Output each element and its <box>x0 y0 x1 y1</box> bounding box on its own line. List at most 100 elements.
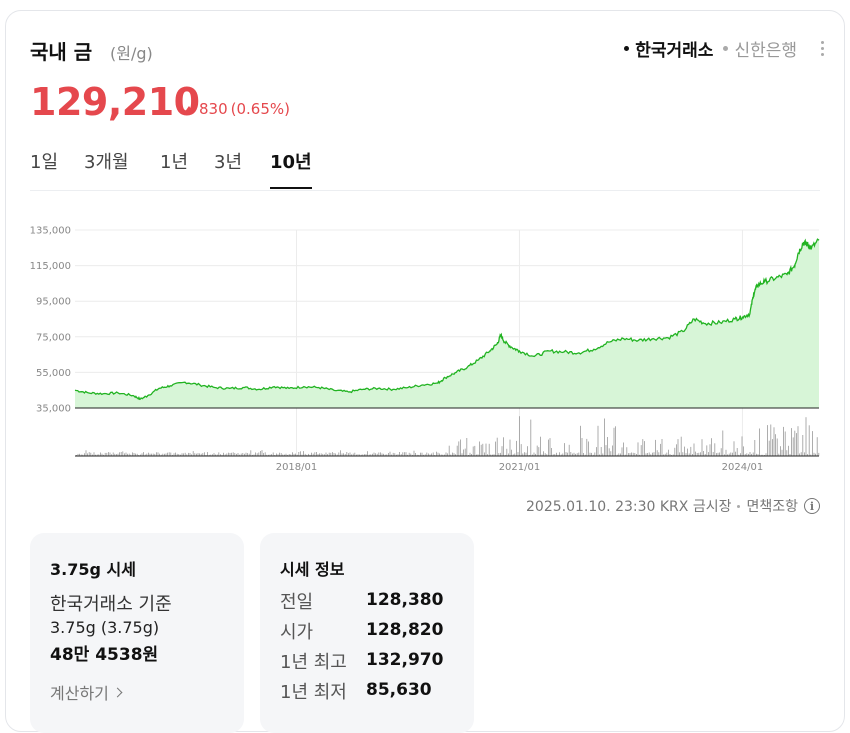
volume-bar <box>754 440 756 456</box>
volume-bar <box>455 454 456 456</box>
volume-bar <box>757 454 759 456</box>
volume-bar <box>621 447 623 456</box>
tab-10y[interactable]: 10년 <box>270 152 312 173</box>
volume-bar <box>322 453 324 456</box>
source-label: 한국거래소 <box>635 41 714 61</box>
volume-bar <box>716 453 717 456</box>
volume-bar <box>525 452 527 456</box>
volume-bar <box>332 452 333 456</box>
volume-bar <box>762 454 764 456</box>
volume-bar <box>727 454 728 456</box>
volume-bar <box>149 453 151 456</box>
volume-bar <box>252 454 253 456</box>
disclaimer-link[interactable]: 면책조항 <box>746 499 798 515</box>
tab-1d[interactable]: 1일 <box>30 152 59 173</box>
volume-bar <box>248 453 250 456</box>
price-chart[interactable]: 135,000 115,000 95,000 75,000 55,000 35,000 20… <box>0 210 850 480</box>
volume-bar <box>418 454 420 456</box>
volume-bar <box>295 453 296 456</box>
volume-bar <box>344 454 346 456</box>
y-tick-label: 35,000 <box>36 404 71 415</box>
volume-bar <box>191 454 192 456</box>
volume-bar <box>370 454 372 456</box>
volume-bar <box>293 453 295 456</box>
volume-bar <box>735 451 736 456</box>
source-krx[interactable]: 한국거래소 <box>624 36 713 61</box>
volume-bar <box>287 454 288 456</box>
tab-3m[interactable]: 3개월 <box>84 152 129 173</box>
volume-bar <box>82 454 84 456</box>
volume-bar <box>756 453 757 456</box>
volume-bar <box>167 452 168 456</box>
volume-bar <box>220 454 221 456</box>
volume-bar <box>567 452 568 456</box>
volume-bar <box>146 453 148 456</box>
volume-bar <box>773 427 775 456</box>
volume-bar <box>175 452 176 456</box>
volume-bar <box>592 454 594 456</box>
volume-bar <box>714 443 716 456</box>
volume-bar <box>719 452 720 456</box>
volume-bar <box>586 438 588 456</box>
volume-bar <box>509 439 511 456</box>
page-title: 국내 금 <box>30 40 93 64</box>
volume-bar <box>818 452 820 456</box>
volume-bar <box>282 454 284 456</box>
volume-bar <box>696 453 698 456</box>
volume-bar <box>132 452 133 456</box>
separator-dot <box>737 504 741 508</box>
volume-bar <box>748 453 749 456</box>
volume-bar <box>672 454 674 456</box>
calculate-link[interactable]: 계산하기 <box>50 680 123 704</box>
volume-bar <box>242 453 244 456</box>
volume-bar <box>141 453 143 456</box>
more-menu-icon[interactable] <box>817 37 828 60</box>
volume-bar <box>114 453 116 456</box>
tab-1y[interactable]: 1년 <box>160 152 189 173</box>
y-tick-label: 135,000 <box>30 226 71 237</box>
volume-bar <box>128 453 130 456</box>
active-tab-indicator <box>270 187 312 189</box>
volume-bar <box>380 452 381 456</box>
volume-bar <box>476 454 477 456</box>
volume-bar <box>452 452 453 456</box>
volume-bar <box>666 452 668 456</box>
volume-bar <box>535 453 536 456</box>
volume-bar <box>292 452 293 456</box>
volume-bar <box>256 453 258 456</box>
volume-bar <box>784 431 786 456</box>
volume-bar <box>397 454 399 456</box>
volume-bar <box>306 454 308 456</box>
volume-bar <box>384 454 386 456</box>
volume-bar <box>176 453 178 456</box>
source-shinhan[interactable]: 신한은행 <box>723 36 797 61</box>
volume-bar <box>704 454 706 456</box>
volume-bar <box>698 452 700 456</box>
volume-bar <box>738 454 740 456</box>
volume-bar <box>631 452 632 456</box>
volume-bar <box>474 445 476 456</box>
volume-bar <box>770 424 772 456</box>
info-icon[interactable]: i <box>804 498 820 514</box>
volume-bar <box>447 453 448 456</box>
tab-3y[interactable]: 3년 <box>214 152 243 173</box>
volume-bar <box>333 453 335 456</box>
volume-bars <box>76 416 820 456</box>
volume-bar <box>488 443 490 456</box>
volume-bar <box>317 454 319 456</box>
volume-bar <box>466 438 468 456</box>
volume-bar <box>624 454 626 456</box>
volume-bar <box>106 452 108 456</box>
volume-bar <box>786 450 788 456</box>
volume-bar <box>444 454 445 456</box>
volume-bar <box>634 453 636 456</box>
volume-bar <box>538 447 540 456</box>
volume-bar <box>269 454 271 456</box>
volume-bar <box>400 454 402 456</box>
volume-bar <box>639 454 640 456</box>
volume-bar <box>87 453 88 456</box>
volume-bar <box>143 452 144 456</box>
volume-bar <box>320 453 322 456</box>
volume-bar <box>642 439 644 456</box>
volume-bar <box>759 428 760 456</box>
